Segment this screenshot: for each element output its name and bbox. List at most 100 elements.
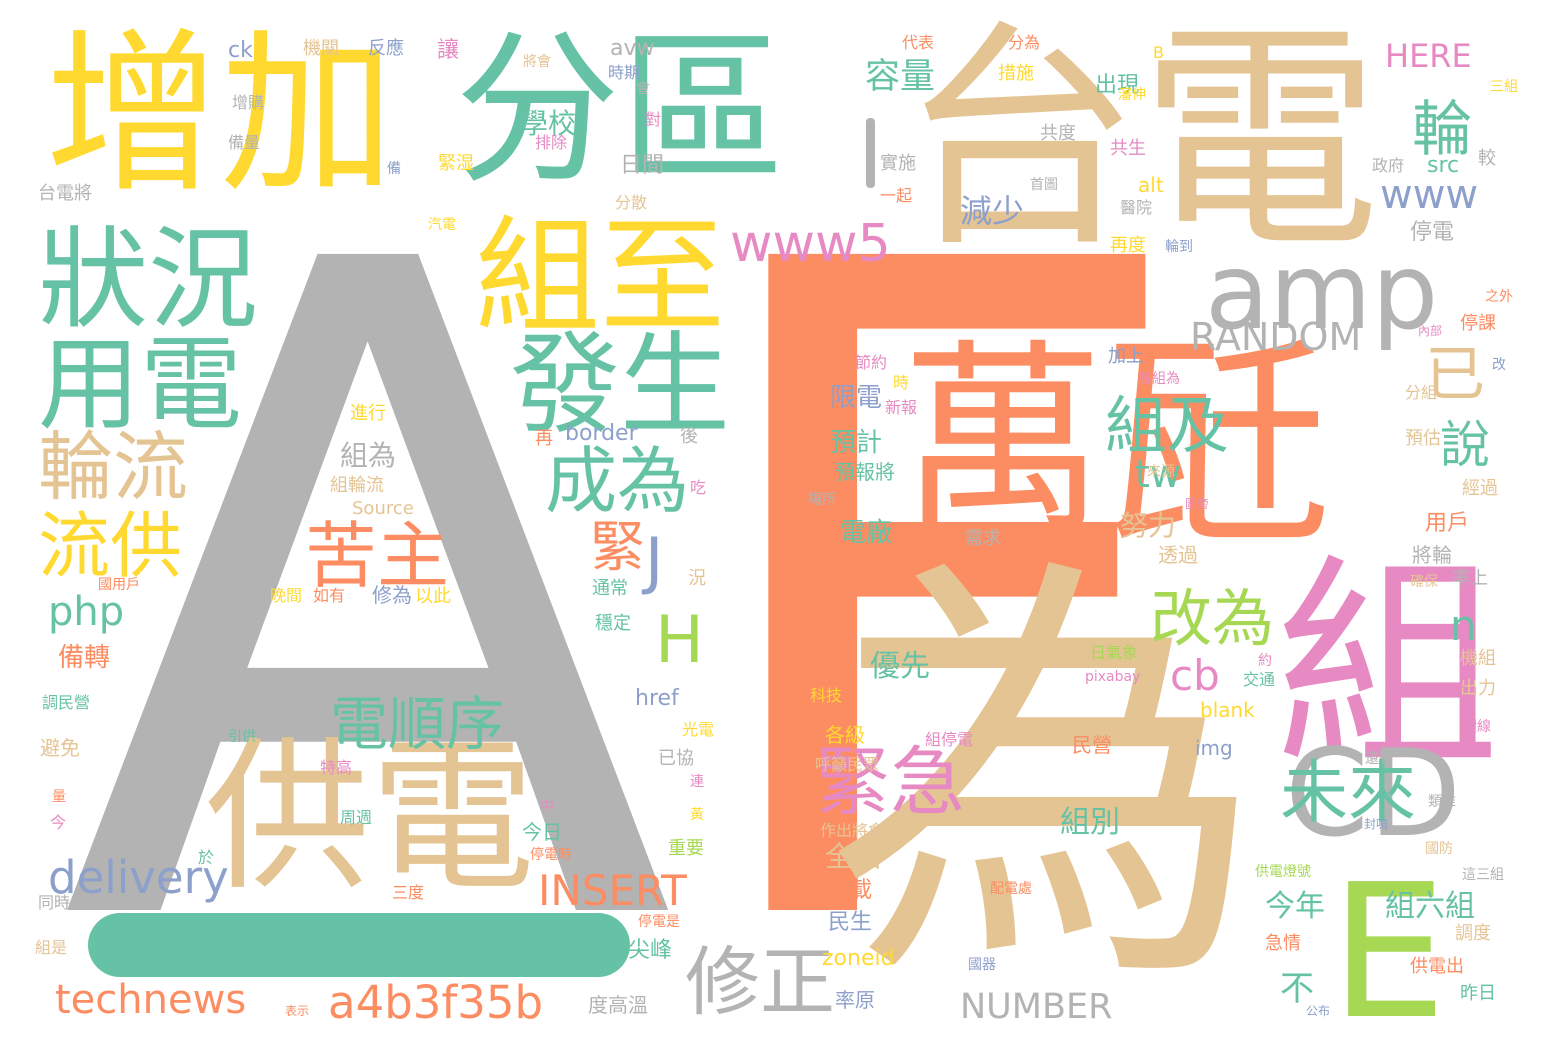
word-zhongyao: 重要	[668, 838, 704, 859]
word-taidianjiang: 台電將	[38, 183, 92, 204]
word-taidian: 台電	[900, 0, 1381, 280]
word-zhesanzu: 這三組	[1462, 867, 1504, 883]
word-yubaojiang: 預報將	[835, 460, 895, 484]
word-fenqu: 分區	[455, 14, 785, 206]
word-gai: 改	[1492, 357, 1506, 373]
word-guofang: 國防	[1425, 841, 1453, 857]
word-zuochu: 作出將會輪	[820, 821, 901, 840]
word-daibiao: 代表	[902, 33, 935, 52]
word-jianfeng: 尖峰	[628, 938, 673, 963]
word-geji: 各級	[825, 723, 865, 747]
word-jinji: 緊急	[815, 738, 966, 826]
word-RANDOM: RANDOM	[1190, 315, 1362, 359]
word-E: E	[1330, 844, 1447, 1052]
word-tongchang: 通常	[592, 578, 628, 599]
word-dui: 對	[645, 110, 662, 129]
word-zuzhi: 組至	[475, 205, 725, 350]
word-php: php	[48, 589, 125, 635]
word-liugong: 流供	[38, 504, 183, 588]
word-sanzu: 三組	[1490, 79, 1518, 95]
word-ruyou: 如有	[313, 586, 346, 605]
word-jieyue: 節約	[855, 353, 888, 372]
word-zutingdian: 組停電	[925, 730, 974, 749]
word-hui: 會	[636, 81, 650, 97]
word-jinxie: 緊湿	[438, 153, 474, 174]
word-chuli: 出力	[1460, 678, 1496, 699]
word-yugu: 預估	[1405, 428, 1441, 449]
word-cb: cb	[1170, 651, 1220, 700]
word-peidianyuan: 配電處	[990, 881, 1032, 897]
word-zoneid: zoneid	[822, 946, 895, 971]
word-fenzu: 分組	[1405, 383, 1438, 402]
word-fengfeng: 封鳴	[1364, 817, 1389, 831]
word-shenshen: 瀋伸	[1118, 87, 1146, 103]
word-H: H	[655, 603, 704, 678]
word-jiao: 較	[1478, 148, 1496, 169]
word-xuxian: 讀線	[1463, 719, 1491, 735]
word-touguo: 透過	[1158, 543, 1198, 567]
word-shi: 時	[893, 373, 910, 392]
word-zaidu: 再度	[1110, 235, 1146, 256]
word-jinxing: 進行	[350, 403, 386, 424]
word-chuxian: 出現	[1095, 73, 1140, 98]
word-quanguo: 全國	[825, 840, 882, 873]
word-haiyou: 還有	[1365, 751, 1393, 767]
word-gongdianchu: 供電出	[1410, 956, 1464, 977]
word-rang: 讓	[437, 38, 460, 63]
word-B: B	[1153, 43, 1164, 62]
word-xuqiu: 需求	[965, 528, 1001, 549]
word-yi: 已	[1425, 340, 1485, 410]
underscore-bar	[88, 913, 630, 977]
word-lvyuan: 率原	[835, 988, 875, 1012]
word-ck: ck	[228, 38, 253, 63]
word-zuwei: 組為	[340, 439, 397, 472]
word-NUMBER: NUMBER	[960, 987, 1113, 1027]
word-jianghui: 將會	[523, 54, 551, 70]
word-xiandian: 限電	[830, 383, 883, 413]
word-huang: 黃	[690, 807, 704, 823]
word-src: src	[1427, 153, 1460, 178]
word-zhengfu: 政府	[1372, 156, 1405, 175]
word-jizu: 機組	[1460, 648, 1496, 669]
word-big-f: F	[680, 76, 1198, 1052]
word-changsuo: 場所	[808, 492, 836, 508]
word-yu: 於	[198, 848, 215, 867]
word-bimian: 避免	[40, 736, 80, 760]
word-yongdian: 用電	[38, 326, 242, 445]
word-INSERT: INSERT	[538, 866, 687, 915]
word-wei-big: 為	[825, 524, 1265, 1036]
word-rongliang: 容量	[865, 57, 936, 97]
word-rijian: 日間	[620, 153, 665, 178]
word-gongdu: 共度	[1040, 123, 1076, 144]
word-wanjian: 晚間	[270, 586, 303, 605]
word-img: img	[1195, 736, 1233, 760]
word-youxian: 優先	[870, 649, 930, 684]
word-jiguan: 機關	[303, 38, 339, 59]
word-paichu: 排除	[535, 133, 568, 152]
word-gongsheng: 共生	[1110, 138, 1146, 159]
word-lunliu: 輪流	[38, 423, 189, 511]
word-xiaoxie: 簡頃	[1013, 531, 1041, 547]
word-fasheng: 發生	[510, 321, 730, 449]
word-border: border	[565, 421, 638, 446]
word-xiuzheng: 修正	[685, 938, 836, 1026]
word-kuzhu: 苦主	[305, 514, 450, 598]
word-gongbu: 公布	[1306, 1004, 1331, 1018]
word-laiyuan: 來源	[1147, 464, 1175, 480]
word-guangdian: 光電	[682, 720, 715, 739]
word-nuli: 努力	[1120, 509, 1177, 542]
word-wending: 穩定	[595, 613, 631, 634]
word-CD: CD	[1285, 725, 1462, 864]
word-bu: 不	[1280, 969, 1314, 1009]
word-yiqi: 一起	[880, 186, 913, 205]
word-zengjia: 增加	[45, 14, 395, 217]
word-gongdianzenghao: 供電燈號	[1255, 864, 1311, 880]
word-jiaotong: 交通	[1243, 670, 1276, 689]
word-zhuangkuang: 狀況	[38, 216, 258, 344]
word-neibu: 內部	[1418, 324, 1443, 338]
word-n: n	[1450, 601, 1477, 650]
word-diaominying: 調民營	[42, 693, 91, 712]
word-zhong: 中	[540, 799, 554, 815]
word-lundao: 輪到	[1165, 239, 1193, 255]
